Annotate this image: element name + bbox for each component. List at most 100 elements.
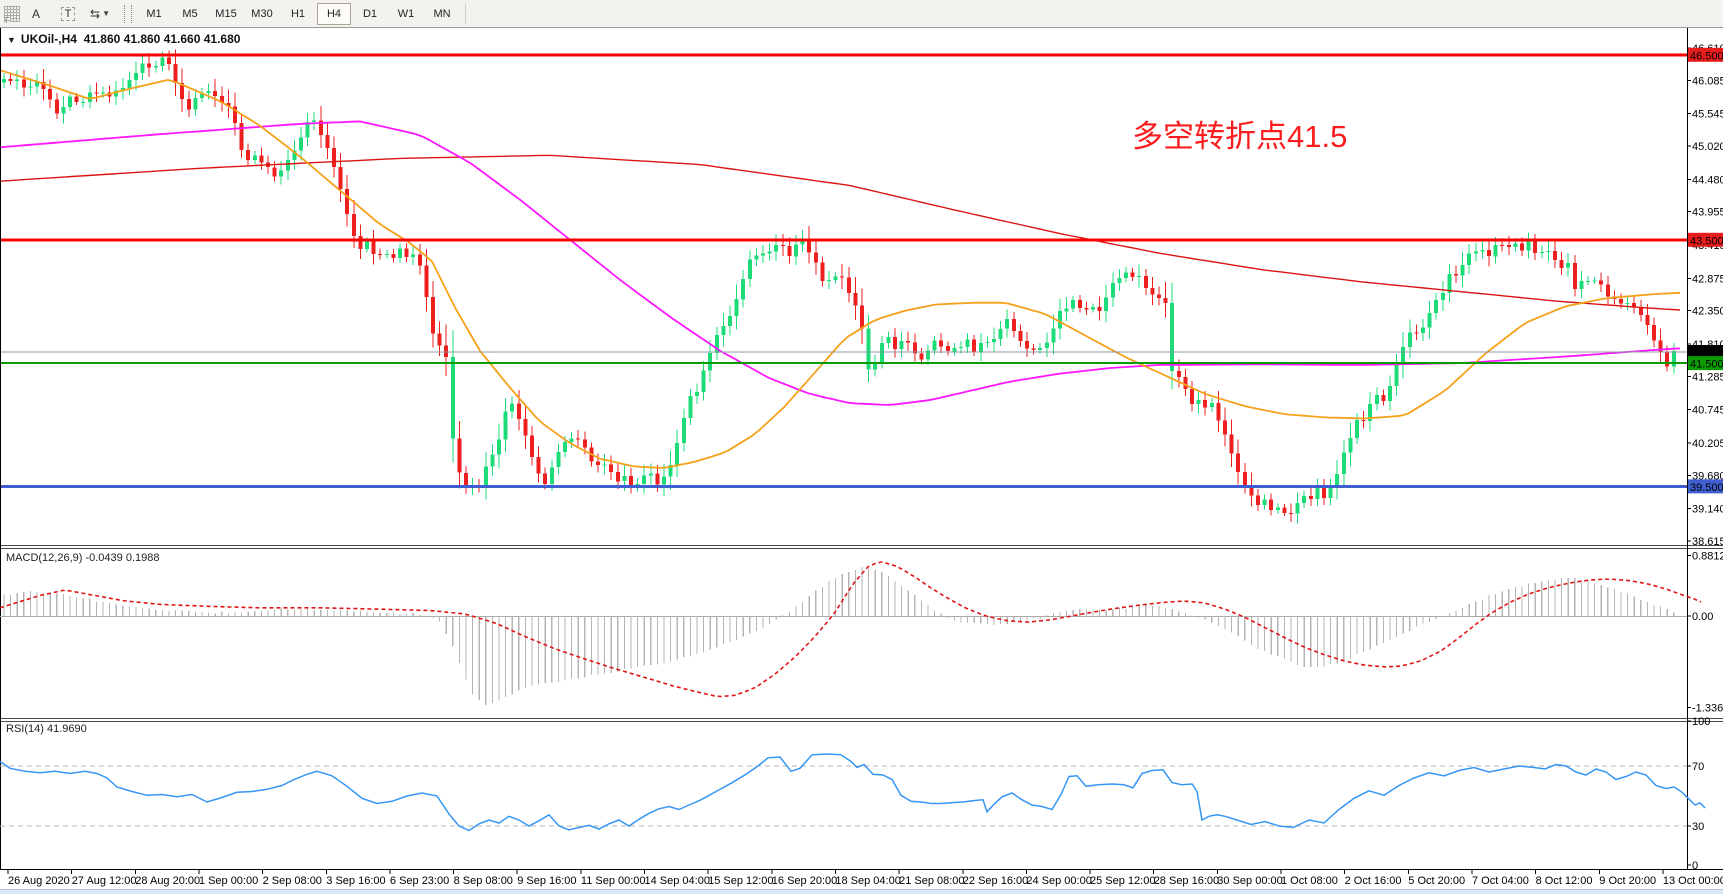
candlestick [193,91,198,116]
candlestick [688,388,693,425]
rsi-indicator-label: RSI(14) 41.9690 [6,723,87,735]
candlestick [939,332,944,353]
candlestick [338,152,343,202]
tab-timeframe-d1[interactable]: D1 [362,7,378,20]
toolbar: F A T ⇆ ▼ M1 M5 M15 M30 H1 H4 D1 W1 MN [0,0,1723,28]
candlestick [1401,331,1406,379]
date-tick-label: 13 Oct 00:00 [1663,875,1723,887]
candlestick [21,69,26,97]
tab-timeframe-m1[interactable]: M1 [146,7,162,20]
candlestick [734,284,739,330]
candlestick [1605,276,1610,305]
chart-dropdown-icon[interactable]: ▼ [7,35,16,45]
candlestick [965,332,970,354]
candlestick [747,250,752,287]
candlestick [827,271,831,290]
candlestick [992,327,996,353]
candlestick [1097,296,1102,321]
date-tick-label: 9 Oct 20:00 [1599,875,1656,887]
candlestick [1011,312,1016,338]
candlestick [840,263,845,289]
candlestick [609,455,614,480]
candlestick [371,229,376,265]
candlestick [391,249,396,263]
candlestick [1599,272,1604,292]
candlestick [483,451,488,500]
candlestick [807,225,812,264]
candlestick [972,334,977,357]
candlestick [1368,392,1373,432]
candlestick [813,238,818,276]
tab-timeframe-m5[interactable]: M5 [182,7,198,20]
candlestick [1487,238,1491,267]
candlestick [919,347,924,365]
candlestick [1592,276,1597,284]
tab-timeframe-w1[interactable]: W1 [397,7,415,20]
t-icon: T [60,6,76,21]
candlestick [1104,284,1109,323]
candlestick [1427,301,1432,339]
candlestick [1407,319,1412,359]
candlestick [87,85,92,109]
candlestick [404,242,409,263]
candlestick [1348,422,1353,467]
candlestick [662,463,666,497]
date-tick-label: 30 Sep 00:00 [1217,875,1282,887]
candlestick [853,276,858,320]
candlestick [886,331,891,349]
candlestick [681,408,686,452]
candlestick [48,79,53,108]
date-tick-label: 14 Sep 04:00 [645,875,710,887]
candlestick [503,398,508,452]
candlestick [41,69,46,101]
cycle-arrows-button[interactable]: ⇆ ▼ [85,3,115,25]
candlestick [721,313,726,347]
price-badge-41.500 [1688,356,1723,371]
candlestick [985,336,990,348]
candlestick [1269,493,1274,516]
grid-f-icon[interactable]: F [4,5,20,25]
candlestick [305,112,310,146]
candlestick [431,280,435,348]
chart-annotation-text[interactable]: 多空转折点41.5 [1132,119,1348,154]
tab-timeframe-h4[interactable]: H4 [317,2,351,25]
price-tick-label: 45.020 [1692,141,1723,153]
candlestick [1077,295,1082,313]
candlestick [8,74,13,86]
candlestick [1440,280,1445,312]
candlestick [510,396,515,419]
tab-timeframe-m15[interactable]: M15 [215,7,237,20]
candlestick [259,147,264,170]
candlestick [1658,328,1663,363]
date-tick-label: 25 Sep 12:00 [1090,875,1155,887]
candlestick [1539,245,1544,259]
price-tick-label: 38.615 [1692,536,1723,548]
candlestick [1434,293,1439,320]
candlestick [1308,488,1313,507]
candlestick [945,341,950,356]
candlestick [1414,324,1419,341]
date-tick-label: 8 Oct 12:00 [1536,875,1593,887]
tab-timeframe-mn[interactable]: MN [433,7,451,20]
candlestick [1157,286,1161,306]
date-tick-label: 7 Oct 04:00 [1472,875,1529,887]
candlestick [1084,301,1089,315]
candlestick [1064,297,1069,322]
date-tick-label: 11 Sep 00:00 [581,875,646,887]
toolbar-grip[interactable] [124,4,132,23]
price-badge-label: 39.500 [1690,482,1723,494]
candlestick [153,60,158,73]
text-label-a-button[interactable]: A [31,6,40,21]
price-tick-label: 40.745 [1692,405,1723,417]
candlestick [417,244,422,275]
tab-timeframe-h1[interactable]: H1 [290,7,306,20]
tab-timeframe-m30[interactable]: M30 [251,7,273,20]
candlestick [61,95,66,124]
candlestick [1671,343,1676,374]
candlestick [1553,241,1557,269]
text-box-t-button[interactable]: T [53,3,83,25]
candlestick [615,463,620,489]
candlestick [761,245,765,263]
candlestick [1381,389,1386,406]
